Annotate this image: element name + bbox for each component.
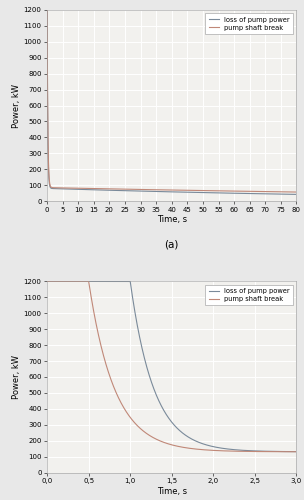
pump shaft break (139, 426, 143, 432)
loss of pump power (275, 191, 278, 197)
pump shaft break (45, 6, 49, 12)
pump shaft break (295, 189, 298, 195)
Line: loss of pump power: loss of pump power (47, 282, 296, 452)
X-axis label: Time, s: Time, s (157, 487, 187, 496)
pump shaft break (152, 186, 156, 192)
pump shaft break (295, 448, 298, 454)
Y-axis label: Power, kW: Power, kW (12, 84, 21, 128)
pump shaft break (164, 187, 168, 193)
loss of pump power (103, 278, 107, 284)
loss of pump power (287, 192, 291, 198)
loss of pump power (105, 278, 108, 284)
loss of pump power (45, 278, 49, 284)
pump shaft break (287, 189, 291, 195)
loss of pump power (295, 448, 298, 454)
pump shaft break (106, 366, 109, 372)
pump shaft break (103, 358, 107, 364)
pump shaft break (226, 188, 230, 194)
Line: pump shaft break: pump shaft break (47, 282, 296, 452)
Legend: loss of pump power, pump shaft break: loss of pump power, pump shaft break (206, 284, 293, 306)
loss of pump power (157, 398, 161, 404)
pump shaft break (275, 188, 278, 194)
pump shaft break (45, 278, 49, 284)
loss of pump power (164, 188, 168, 194)
pump shaft break (157, 438, 161, 444)
pump shaft break (292, 448, 296, 454)
Text: (a): (a) (164, 240, 179, 250)
loss of pump power (292, 448, 296, 454)
loss of pump power (106, 278, 109, 284)
pump shaft break (150, 186, 154, 192)
Legend: loss of pump power, pump shaft break: loss of pump power, pump shaft break (206, 14, 293, 34)
pump shaft break (105, 362, 108, 368)
Line: pump shaft break: pump shaft break (47, 9, 296, 192)
Line: loss of pump power: loss of pump power (47, 10, 296, 194)
loss of pump power (45, 7, 49, 13)
Y-axis label: Power, kW: Power, kW (12, 355, 21, 399)
loss of pump power (150, 188, 154, 194)
loss of pump power (295, 192, 298, 198)
loss of pump power (152, 188, 156, 194)
loss of pump power (226, 190, 230, 196)
loss of pump power (139, 341, 143, 347)
X-axis label: Time, s: Time, s (157, 216, 187, 224)
